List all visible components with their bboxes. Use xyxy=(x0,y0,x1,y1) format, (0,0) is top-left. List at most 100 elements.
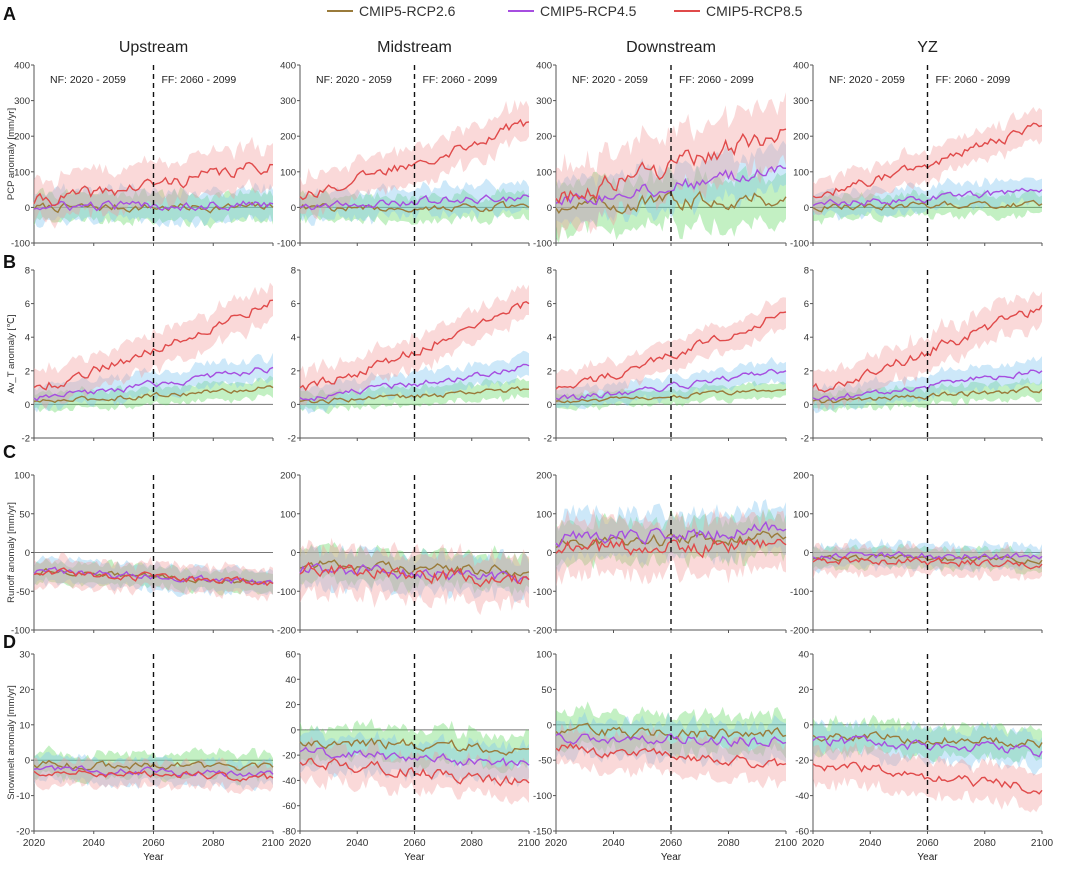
y-tick-label: -2 xyxy=(22,434,30,445)
panel-letter-D: D xyxy=(3,632,16,652)
series-CMIP5-RCP4.5 xyxy=(299,363,530,402)
x-axis-label: Year xyxy=(661,852,682,863)
ylabel-B: Av_T anomaly [℃] xyxy=(6,315,17,394)
series-CMIP5-RCP4.5 xyxy=(812,550,1043,561)
x-tick-label: 2060 xyxy=(142,838,165,849)
y-tick-label: -40 xyxy=(282,776,296,787)
y-tick-label: 200 xyxy=(280,132,296,143)
period-label-near: NF: 2020 - 2059 xyxy=(572,74,648,86)
y-tick-label: 100 xyxy=(536,509,552,520)
y-tick-label: 6 xyxy=(804,299,809,310)
x-axis-label: Year xyxy=(917,852,938,863)
y-tick-label: -100 xyxy=(277,239,296,250)
x-tick-label: 2040 xyxy=(602,838,625,849)
y-tick-label: 400 xyxy=(14,61,30,72)
y-tick-label: 0 xyxy=(25,203,30,214)
x-tick-label: 2020 xyxy=(23,838,46,849)
y-tick-label: 400 xyxy=(536,61,552,72)
y-tick-label: 0 xyxy=(804,203,809,214)
y-tick-label: -60 xyxy=(795,827,809,838)
y-tick-label: -100 xyxy=(277,587,296,598)
panel-B-2: -2 0 2 4 6 8 xyxy=(544,266,787,445)
y-tick-label: -20 xyxy=(16,827,30,838)
x-tick-label: 2100 xyxy=(262,838,285,849)
y-tick-label: 8 xyxy=(25,266,30,277)
series-CMIP5-RCP4.5 xyxy=(555,732,787,748)
y-tick-label: -100 xyxy=(11,626,30,637)
x-tick-label: 2080 xyxy=(202,838,225,849)
legend: CMIP5-RCP2.6 CMIP5-RCP4.5 CMIP5-RCP8.5 xyxy=(327,3,803,19)
y-tick-label: 0 xyxy=(291,725,296,736)
y-tick-label: 200 xyxy=(536,471,552,482)
panel-B-1: -2 0 2 4 6 8 xyxy=(288,266,530,445)
y-tick-label: 4 xyxy=(547,333,552,344)
column-title-1: Midstream xyxy=(377,39,452,56)
column-title-0: Upstream xyxy=(119,39,188,56)
x-tick-label: 2040 xyxy=(346,838,369,849)
x-tick-label: 2100 xyxy=(518,838,541,849)
x-tick-label: 2040 xyxy=(859,838,882,849)
band-CMIP5-RCP2.6 xyxy=(300,187,529,226)
series-CMIP5-RCP8.5 xyxy=(555,311,787,390)
y-tick-label: 2 xyxy=(25,366,30,377)
y-tick-label: 0 xyxy=(804,720,809,731)
y-tick-label: -100 xyxy=(533,791,552,802)
y-tick-label: 20 xyxy=(19,685,30,696)
band-CMIP5-RCP4.5 xyxy=(813,356,1042,414)
panels: Upstream Midstream Downstream YZ A PCP anomal… xyxy=(3,4,1054,863)
panel-letter-A: A xyxy=(3,4,16,24)
panel-letter-C: C xyxy=(3,442,16,462)
y-tick-label: 0 xyxy=(25,548,30,559)
y-tick-label: -100 xyxy=(533,239,552,250)
y-tick-label: 400 xyxy=(280,61,296,72)
x-tick-label: 2060 xyxy=(916,838,939,849)
y-tick-label: 50 xyxy=(541,685,552,696)
y-tick-label: 0 xyxy=(547,548,552,559)
band-CMIP5-RCP4.5 xyxy=(813,177,1042,221)
x-tick-label: 2060 xyxy=(660,838,683,849)
y-tick-label: 100 xyxy=(14,167,30,178)
y-tick-label: 200 xyxy=(280,471,296,482)
series-CMIP5-RCP4.5 xyxy=(33,366,274,402)
column-title-2: Downstream xyxy=(626,39,716,56)
y-tick-label: 4 xyxy=(804,333,809,344)
y-tick-label: 2 xyxy=(804,366,809,377)
x-tick-label: 2080 xyxy=(461,838,484,849)
y-tick-label: 30 xyxy=(19,650,30,661)
panel-A-0: -100 0 100 200 300 400 NF: 2020 - 2059 FF: 2060… xyxy=(11,61,274,250)
y-tick-label: 6 xyxy=(25,299,30,310)
x-tick-label: 2100 xyxy=(775,838,798,849)
column-title-3: YZ xyxy=(917,39,938,56)
y-tick-label: 50 xyxy=(19,509,30,520)
y-tick-label: -2 xyxy=(288,434,296,445)
y-tick-label: 6 xyxy=(547,299,552,310)
y-tick-label: -60 xyxy=(282,801,296,812)
series-CMIP5-RCP4.5 xyxy=(33,764,274,778)
panel-A-3: -100 0 100 200 300 400 NF: 2020 - 2059 FF: 2060… xyxy=(790,61,1043,250)
series-CMIP5-RCP8.5 xyxy=(33,299,274,391)
y-tick-label: -100 xyxy=(11,239,30,250)
y-tick-label: 100 xyxy=(793,509,809,520)
band-CMIP5-RCP2.6 xyxy=(556,380,786,411)
y-tick-label: 8 xyxy=(804,266,809,277)
x-tick-label: 2040 xyxy=(83,838,106,849)
y-tick-label: 10 xyxy=(19,720,30,731)
y-tick-label: 0 xyxy=(547,400,552,411)
x-tick-label: 2020 xyxy=(802,838,825,849)
period-label-far: FF: 2060 - 2099 xyxy=(679,74,754,86)
y-tick-label: 2 xyxy=(291,366,296,377)
y-tick-label: 0 xyxy=(291,400,296,411)
y-tick-label: 20 xyxy=(285,700,296,711)
panel-D-0: -20 -10 0 10 20 30 2020 2040 2060 2080 2100 Year xyxy=(16,650,284,864)
y-tick-label: 300 xyxy=(536,96,552,107)
x-tick-label: 2100 xyxy=(1031,838,1054,849)
y-tick-label: -40 xyxy=(795,791,809,802)
y-tick-label: 300 xyxy=(793,96,809,107)
y-tick-label: -10 xyxy=(16,791,30,802)
series-CMIP5-RCP4.5 xyxy=(299,746,530,767)
legend-label-1: CMIP5-RCP4.5 xyxy=(540,3,637,19)
legend-label-2: CMIP5-RCP8.5 xyxy=(706,3,803,19)
y-tick-label: -100 xyxy=(790,239,809,250)
